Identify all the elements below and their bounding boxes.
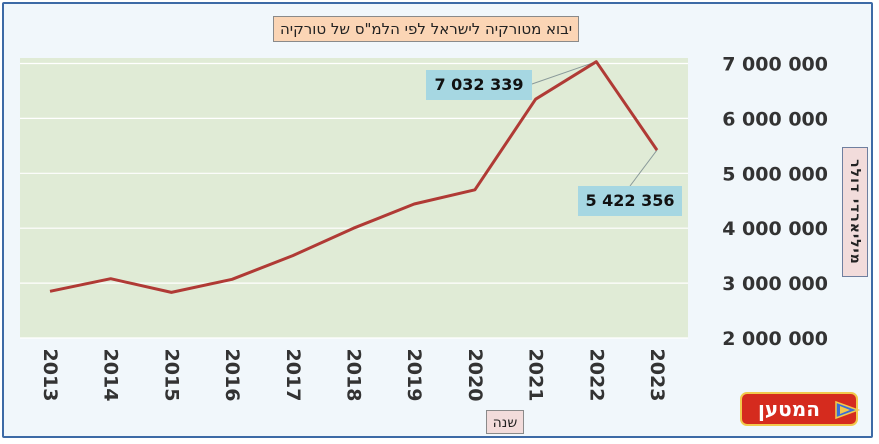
hamitan-logo: המטען	[740, 388, 864, 430]
x-tick-label: 2014	[100, 349, 122, 402]
x-tick-label: 2016	[221, 349, 243, 402]
logo-arrow-icon	[835, 400, 861, 420]
y-tick-label: 6 000 000	[722, 108, 828, 130]
y-tick-label: 5 000 000	[722, 163, 828, 185]
y-axis-label-box: מיליארדי דולר	[842, 147, 868, 277]
annotation-2023-value: 5 422 356	[578, 186, 682, 216]
y-tick-labels: 2 000 000 3 000 000 4 000 000 5 000 000 6 00…	[722, 53, 828, 350]
x-tick-label: 2019	[403, 349, 425, 402]
y-axis-label: מיליארדי דולר	[847, 159, 863, 265]
y-tick-label: 2 000 000	[722, 328, 828, 350]
x-tick-label: 2021	[525, 349, 547, 402]
x-tick-label: 2020	[464, 349, 486, 402]
series-line	[49, 60, 659, 294]
x-tick-label: 2013	[39, 349, 61, 402]
x-tick-labels: 2013 2014 2015 2016 2017 2018 2019 2020 2021 2022…	[39, 349, 668, 402]
y-tick-label: 7 000 000	[722, 53, 828, 75]
y-tick-label: 3 000 000	[722, 273, 828, 295]
annotation-leaders	[531, 61, 658, 187]
plot-area	[20, 58, 688, 338]
x-tick-label: 2022	[585, 349, 607, 402]
annotation-leader-line	[629, 149, 658, 187]
annotation-leader-line	[531, 61, 597, 85]
annotation-2022-value: 7 032 339	[426, 70, 532, 100]
x-tick-label: 2023	[646, 349, 668, 402]
x-tick-label: 2017	[282, 349, 304, 402]
chart-title: יבוא מטורקיה לישראל לפי הלמ"ס של טורקיה	[273, 16, 580, 42]
x-tick-label: 2015	[160, 349, 182, 402]
logo-text: המטען	[758, 397, 820, 421]
x-axis-label: שנה	[486, 410, 524, 434]
x-tick-label: 2018	[343, 349, 365, 402]
y-tick-label: 4 000 000	[722, 218, 828, 240]
